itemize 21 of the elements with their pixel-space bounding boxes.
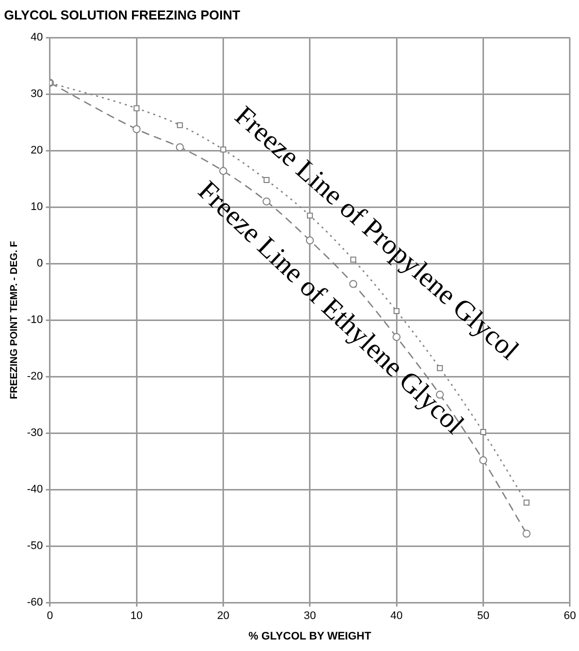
y-tick-label: -30 xyxy=(26,427,43,440)
x-tick-label: 40 xyxy=(390,610,403,622)
y-tick-label: 40 xyxy=(30,32,43,44)
y-axis-title: FREEZING POINT TEMP. - DEG. F xyxy=(8,241,20,400)
x-tick-label: 20 xyxy=(217,610,230,622)
chart-title: GLYCOL SOLUTION FREEZING POINT xyxy=(4,7,240,22)
x-tick-label: 0 xyxy=(46,610,53,622)
y-tick-label: 20 xyxy=(30,144,43,157)
x-tick-label: 10 xyxy=(130,610,143,622)
y-tick-label: -60 xyxy=(26,596,43,609)
y-tick-label: 0 xyxy=(36,258,43,270)
x-tick-label: 30 xyxy=(304,610,316,622)
x-tick-label: 60 xyxy=(564,610,576,622)
y-tick-label: -20 xyxy=(26,370,43,383)
y-tick-label: -10 xyxy=(26,314,43,326)
x-tick-label: 50 xyxy=(477,610,490,622)
y-tick-label: -40 xyxy=(26,484,43,496)
y-tick-label: 10 xyxy=(30,201,43,214)
y-tick-label: 30 xyxy=(30,88,43,100)
x-axis-title: % GLYCOL BY WEIGHT xyxy=(248,630,372,642)
y-tick-label: -50 xyxy=(26,540,43,552)
